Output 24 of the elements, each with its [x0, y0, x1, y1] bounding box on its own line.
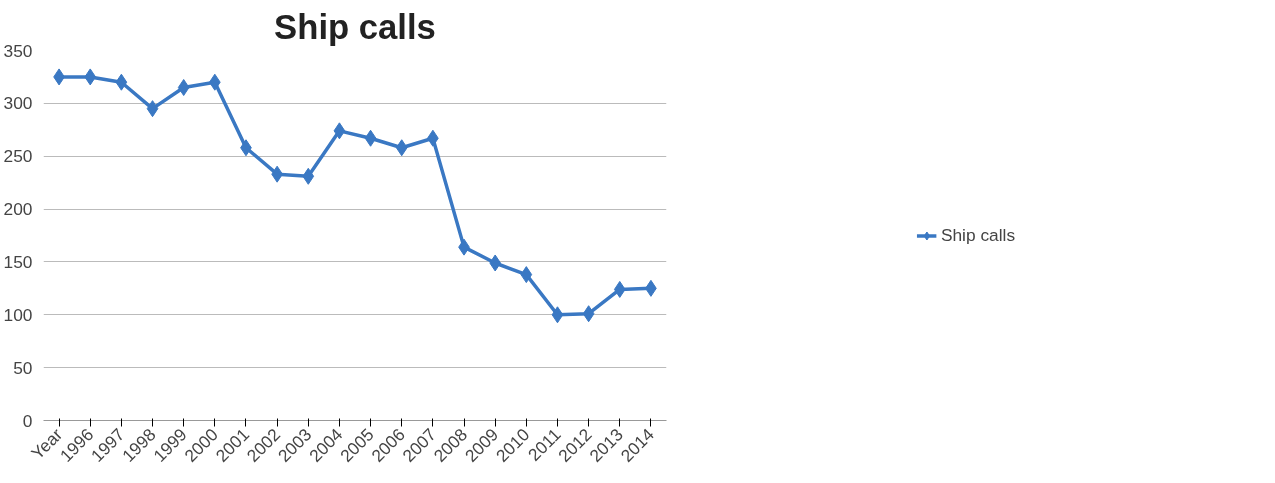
- point: [333, 122, 346, 140]
- point: [364, 129, 377, 147]
- legend-label: Ship calls: [940, 224, 1016, 246]
- point: [302, 167, 315, 185]
- point: [177, 79, 190, 96]
- point: [115, 73, 128, 91]
- point: [551, 306, 564, 324]
- y-tick-label: 200: [3, 199, 33, 220]
- y-tick-label: 100: [3, 304, 33, 325]
- y-tick-label: 150: [3, 251, 33, 272]
- y-tick-label: 300: [3, 93, 33, 114]
- point: [146, 100, 159, 118]
- point: [582, 305, 595, 323]
- y-tick-label: 0: [22, 410, 33, 431]
- point: [208, 73, 221, 91]
- y-tick-label: 250: [3, 146, 33, 167]
- point: [84, 68, 97, 86]
- y-tick-label: 50: [13, 357, 33, 378]
- point: [613, 280, 626, 298]
- chart-title: Ship calls: [274, 7, 436, 46]
- point: [395, 139, 408, 157]
- y-tick-label: 350: [3, 40, 33, 61]
- point: [489, 254, 502, 272]
- point: [520, 266, 533, 284]
